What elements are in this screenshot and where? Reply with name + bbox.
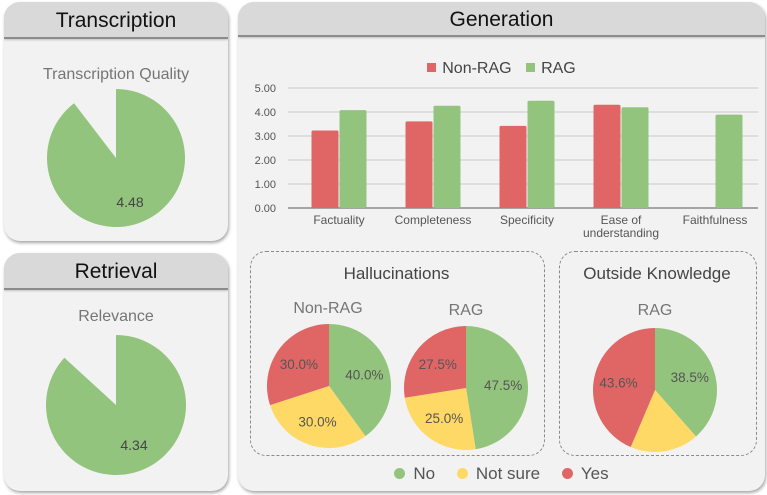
hallucinations-rag-title: RAG — [448, 302, 484, 319]
transcription-quality-title: Transcription Quality — [42, 66, 190, 83]
transcription-quality-slice — [46, 89, 186, 228]
legend-label-rag: RAG — [541, 60, 576, 77]
hallucinations-group — [250, 251, 545, 456]
relevance-value: 4.34 — [120, 437, 147, 453]
pie-slice-no — [655, 328, 717, 437]
pie-legend: No Not sure Yes — [238, 464, 765, 484]
hallucinations-rag-pie: 47.5% 25.0% 27.5% — [404, 326, 528, 450]
x-tick-label: Faithfulness — [683, 213, 748, 227]
transcription-quality-value: 4.48 — [116, 194, 143, 210]
legend-item-no: No — [394, 464, 435, 484]
legend-dot-no — [394, 468, 406, 479]
legend-label-not-sure: Not sure — [475, 464, 541, 483]
x-tick-label: Specificity — [500, 213, 554, 227]
pie-slice-yes — [404, 326, 466, 398]
legend-item-not-sure: Not sure — [456, 464, 541, 484]
x-tick-label: Factuality — [313, 213, 364, 227]
outside-knowledge-rag-title: RAG — [637, 302, 673, 319]
bar-rag-specificity — [527, 100, 555, 208]
bar-rag-ease-of-understanding — [621, 107, 649, 208]
outside-knowledge-title: Outside Knowledge — [583, 264, 731, 283]
relevance-title: Relevance — [78, 308, 154, 325]
generation-panel: Generation Non-RAG RAG 0.00 1.00 2.00 3.00 4… — [238, 2, 765, 491]
bar-chart-legend: Non-RAG RAG — [238, 60, 765, 78]
pie-slice-no — [329, 324, 391, 437]
y-tick-label: 2.00 — [255, 155, 276, 167]
pie-slice-label: 40.0% — [345, 368, 383, 383]
retrieval-panel: Retrieval Relevance 4.34 — [4, 253, 228, 491]
legend-label-yes: Yes — [580, 464, 609, 483]
pie-slice-yes — [593, 328, 655, 448]
pie-slice-label: 38.5% — [671, 370, 709, 385]
hallucinations-non-rag-pie: 40.0% 30.0% 30.0% — [267, 324, 391, 448]
pie-slice-no — [466, 326, 528, 450]
hallucinations-non-rag-title: Non-RAG — [293, 300, 363, 317]
generation-bar-chart: 0.00 1.00 2.00 3.00 4.00 5.00 Factuality Compl… — [255, 83, 758, 240]
y-tick-label: 0.00 — [255, 203, 276, 215]
pie-slice-label: 43.6% — [599, 376, 637, 391]
pie-slice-yes — [267, 324, 329, 406]
pie-slice-label: 25.0% — [425, 411, 463, 426]
legend-item-non-rag: Non-RAG — [427, 60, 512, 78]
hallucinations-title: Hallucinations — [343, 264, 450, 283]
x-tick-label: Completeness — [395, 213, 472, 227]
outside-knowledge-rag-pie: 38.5% 43.6% — [593, 328, 717, 453]
transcription-panel: Transcription Transcription Quality 4.48 — [4, 2, 228, 241]
generation-header: Generation — [238, 2, 765, 37]
legend-swatch-rag — [526, 63, 536, 72]
pie-slice-label: 27.5% — [419, 357, 457, 372]
retrieval-header: Retrieval — [4, 253, 228, 290]
pie-slice-not-sure — [630, 390, 697, 453]
x-tick-label: Ease of — [601, 213, 642, 227]
bar-non-rag-specificity — [499, 125, 527, 208]
legend-item-yes: Yes — [561, 464, 609, 484]
bar-non-rag-factuality — [311, 130, 339, 208]
legend-swatch-non-rag — [427, 63, 437, 72]
y-tick-label: 3.00 — [255, 131, 276, 143]
generation-pie-charts: 40.0% 30.0% 30.0% 47.5% 25.0% 27.5% 38.5% 43.… — [267, 324, 717, 453]
pie-slice-label: 30.0% — [298, 414, 336, 429]
pie-slice-label: 47.5% — [484, 378, 522, 393]
transcription-header: Transcription — [4, 2, 228, 39]
relevance-slice — [45, 335, 186, 475]
bar-rag-completeness — [433, 105, 461, 208]
legend-item-rag: RAG — [526, 60, 576, 78]
bar-non-rag-ease-of-understanding — [593, 104, 621, 208]
bar-non-rag-completeness — [405, 121, 433, 208]
x-tick-label: understanding — [583, 226, 659, 240]
pie-slice-label: 30.0% — [280, 357, 318, 372]
outside-knowledge-group — [559, 251, 757, 456]
y-tick-label: 1.00 — [255, 179, 276, 191]
pie-slice-not-sure — [270, 386, 366, 448]
relevance-chart: 4.34 — [45, 335, 186, 475]
transcription-quality-chart: 4.48 — [46, 89, 186, 228]
legend-label-no: No — [413, 464, 436, 483]
y-tick-label: 4.00 — [255, 107, 276, 119]
bar-y-axis: 0.00 1.00 2.00 3.00 4.00 5.00 — [255, 83, 276, 215]
bar-x-axis: Factuality Completeness Specificity Ease of… — [313, 213, 747, 240]
bar-rag-factuality — [339, 110, 367, 208]
pie-slice-not-sure — [404, 388, 476, 450]
bar-rag-faithfulness — [715, 114, 743, 208]
y-tick-label: 5.00 — [255, 83, 276, 95]
legend-label-non-rag: Non-RAG — [442, 60, 512, 77]
legend-dot-yes — [561, 468, 573, 479]
bar-marks — [311, 100, 743, 208]
legend-dot-not-sure — [456, 468, 468, 479]
